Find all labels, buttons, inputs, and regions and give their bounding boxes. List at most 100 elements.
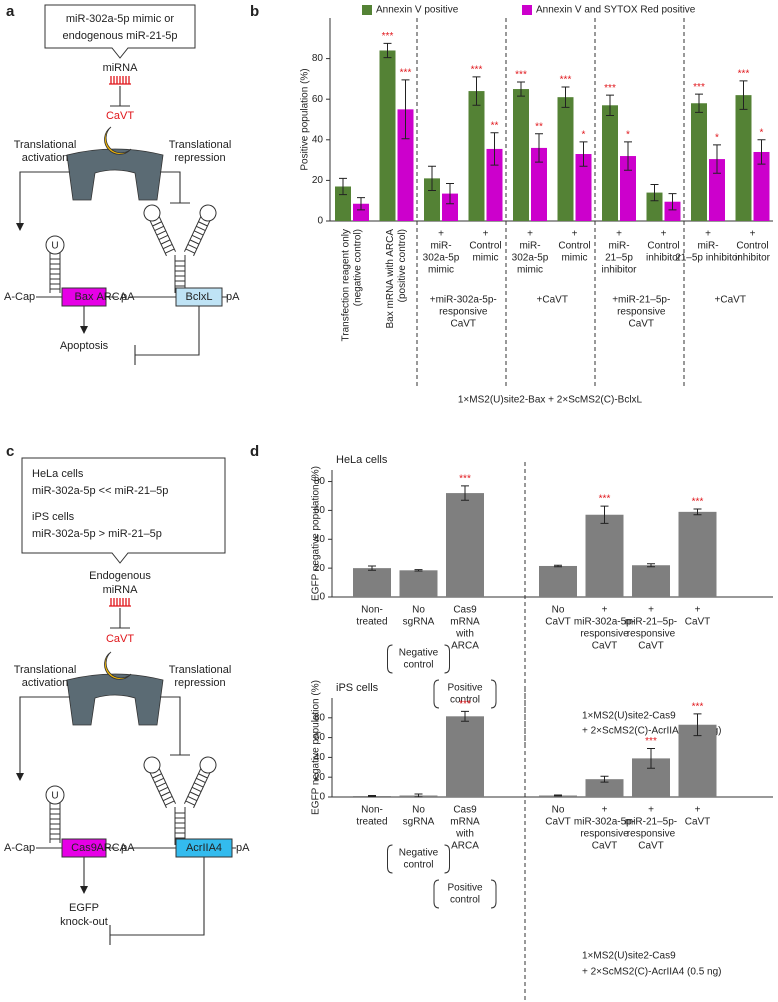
cavt-label: CaVT	[106, 110, 134, 122]
callout-text: endogenous miR-21-5p	[63, 30, 178, 42]
bar	[539, 565, 577, 597]
x-tick-label: mRNA	[450, 817, 480, 828]
error-bar	[414, 569, 423, 572]
error-bar	[339, 177, 347, 196]
x-tick-label: mimic	[517, 265, 543, 276]
gene-label: Cas9	[71, 842, 97, 854]
bracket-label: Positive	[447, 683, 482, 694]
activation-arrow	[16, 696, 70, 781]
x-tick-label: +	[695, 805, 701, 816]
significance: ***	[471, 65, 483, 76]
error-bar	[600, 775, 609, 783]
callout-box	[21, 457, 226, 564]
footer-note: 1×MS2(U)site2-Cas9	[582, 711, 676, 722]
panel-label: b	[250, 3, 259, 20]
bar	[379, 50, 396, 222]
significance: ***	[604, 83, 616, 94]
bar	[620, 156, 636, 221]
diagram-a: miR-302a-5p mimic or endogenous miR-21-5…	[4, 4, 240, 365]
arca-label: ARCA	[96, 842, 127, 854]
x-tick-label: inhibitor	[601, 265, 637, 276]
y-axis-label: EGFP negative population (%)	[311, 680, 322, 815]
significance: **	[535, 121, 543, 132]
bar	[399, 570, 438, 597]
significance: ***	[738, 69, 750, 80]
bracket-label: Positive	[447, 883, 482, 894]
x-tick-label: 21–5p inhibitor	[675, 253, 741, 264]
x-tick-label: +	[661, 229, 667, 240]
bracket-label: Negative	[399, 848, 439, 859]
significance: *	[582, 129, 586, 140]
error-bar	[428, 165, 436, 192]
bar	[424, 178, 440, 221]
error-bar	[383, 42, 392, 59]
x-tick-label: 21–5p	[605, 253, 633, 264]
error-bar	[713, 144, 721, 174]
x-tick-label: Control	[647, 241, 679, 252]
y-axis-label: EGFP negative population (%)	[311, 466, 322, 601]
mirna-label: miRNA	[103, 62, 138, 74]
x-tick-label: CaVT	[592, 641, 618, 652]
footer-note: + 2×ScMS2(C)-AcrIIA4 (0.5 ng)	[582, 967, 722, 978]
error-bar	[693, 508, 702, 516]
panel-label: c	[6, 443, 14, 460]
error-bar	[461, 710, 469, 722]
x-tick-label: ARCA	[451, 841, 479, 852]
bar	[468, 91, 485, 221]
x-tick-label: CaVT	[685, 617, 711, 628]
significance: ***	[599, 494, 611, 505]
activation-arrow	[16, 171, 70, 231]
error-bar	[554, 564, 562, 568]
inhibition	[134, 306, 200, 365]
y-tick-label: 0	[319, 792, 325, 803]
bar	[646, 192, 663, 221]
significance: **	[491, 120, 499, 131]
error-bar	[757, 139, 766, 165]
bracket-label: Negative	[399, 648, 439, 659]
x-tick-label: No	[412, 605, 425, 616]
legend-label: Annexin V positive	[376, 5, 459, 16]
x-tick-label: Non-	[361, 805, 383, 816]
bracket	[433, 879, 497, 909]
x-tick-label: Control	[736, 241, 768, 252]
x-tick-label: mimic	[472, 253, 498, 264]
gene-label: AcrIIA4	[186, 842, 222, 854]
panel-label: a	[6, 3, 15, 20]
x-tick-label: ARCA	[451, 641, 479, 652]
bar	[602, 105, 618, 221]
error-bar	[739, 80, 748, 110]
error-bar	[600, 505, 609, 524]
group-label: +CaVT	[537, 295, 568, 306]
x-tick-label: responsive	[580, 829, 629, 840]
y-tick-label: 80	[314, 712, 326, 723]
loop-label: U	[51, 791, 58, 802]
x-tick-label: No	[412, 805, 425, 816]
y-structure	[141, 202, 218, 293]
inhibition	[110, 608, 130, 629]
bar	[678, 724, 717, 797]
panel-label: d	[250, 443, 259, 460]
repression-line	[160, 696, 190, 756]
cap-label: A-Cap	[4, 291, 35, 303]
mirna-label: Endogenous	[89, 570, 151, 582]
bar	[691, 103, 707, 221]
significance: ***	[692, 701, 704, 712]
bar	[664, 201, 681, 221]
x-tick-label: +	[648, 605, 654, 616]
x-tick-label: mimic	[561, 253, 587, 264]
y-tick-label: 40	[314, 534, 326, 545]
x-tick-label: mimic	[428, 265, 454, 276]
x-tick-label: treated	[356, 817, 387, 828]
x-tick-label: responsive	[627, 629, 676, 640]
x-tick-label: Control	[469, 241, 501, 252]
x-tick-label: Control	[558, 241, 590, 252]
error-bar	[695, 93, 703, 113]
error-bar	[624, 141, 632, 171]
activation-label: Translational	[14, 664, 77, 676]
footer-note: 1×MS2(U)site2-Bax + 2×ScMS2(C)-BclxL	[458, 395, 643, 406]
mirna-icon	[108, 597, 132, 607]
legend-swatch	[522, 5, 532, 15]
error-bar	[401, 79, 410, 140]
significance: ***	[645, 736, 657, 747]
